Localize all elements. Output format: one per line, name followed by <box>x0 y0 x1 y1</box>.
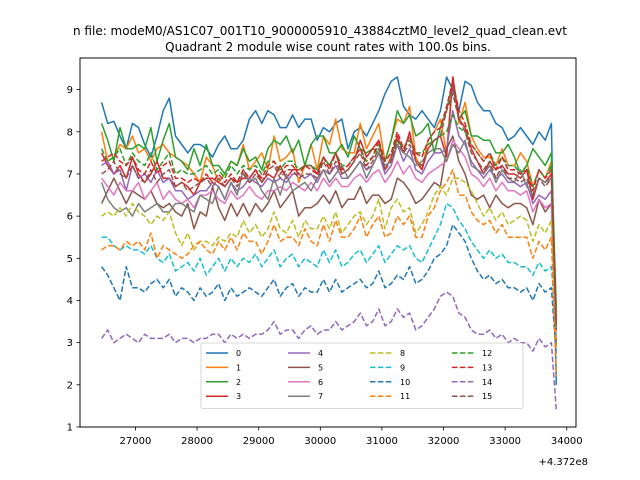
figure-suptitle: n file: modeM0/AS1C07_001T10_9000005910_… <box>73 24 567 38</box>
legend-label-8: 8 <box>400 349 405 358</box>
series-line-10 <box>100 223 558 356</box>
series-line-2 <box>100 80 558 309</box>
y-tick-label: 4 <box>67 296 73 307</box>
x-axis-ticks: 27000 28000 29000 30000 31000 32000 33000 34000 <box>120 427 583 447</box>
legend-label-7: 7 <box>318 392 323 401</box>
y-tick-label: 5 <box>67 254 73 265</box>
legend-label-13: 13 <box>482 363 492 372</box>
x-tick-label: 29000 <box>243 436 275 447</box>
y-tick-label: 8 <box>67 127 73 138</box>
series-line-15 <box>101 93 558 331</box>
series-line-3 <box>100 76 558 322</box>
series-line-8 <box>101 177 558 347</box>
series-layer <box>100 76 558 411</box>
legend-label-3: 3 <box>236 392 241 401</box>
series-line-0 <box>100 76 558 385</box>
y-axis-ticks: 1 2 3 4 5 6 7 8 9 <box>67 85 80 434</box>
legend-label-5: 5 <box>318 363 323 372</box>
legend-label-1: 1 <box>236 363 241 372</box>
x-tick-label: 30000 <box>304 436 336 447</box>
legend-label-6: 6 <box>318 378 323 387</box>
x-tick-label: 27000 <box>120 436 152 447</box>
legend-label-15: 15 <box>482 392 492 401</box>
series-line-12 <box>100 114 558 326</box>
y-tick-label: 2 <box>67 380 73 391</box>
legend-box <box>200 342 524 409</box>
legend-label-2: 2 <box>236 378 241 387</box>
x-tick-label: 33000 <box>489 436 521 447</box>
x-tick-label: 32000 <box>428 436 460 447</box>
series-line-9 <box>101 202 558 331</box>
legend-label-0: 0 <box>236 349 241 358</box>
x-tick-label: 34000 <box>551 436 583 447</box>
y-tick-label: 9 <box>67 85 73 96</box>
legend-label-11: 11 <box>400 392 410 401</box>
legend-label-4: 4 <box>318 349 323 358</box>
x-axis-offset-label: +4.372e8 <box>538 457 588 468</box>
y-tick-label: 3 <box>67 338 73 349</box>
y-tick-label: 6 <box>67 212 73 223</box>
chart-title: Quadrant 2 module wise count rates with … <box>165 40 491 54</box>
series-line-11 <box>101 169 558 377</box>
legend-label-10: 10 <box>400 378 410 387</box>
x-tick-label: 28000 <box>181 436 213 447</box>
legend-label-9: 9 <box>400 363 405 372</box>
series-line-6 <box>100 139 558 339</box>
legend-label-14: 14 <box>482 378 492 387</box>
legend-label-12: 12 <box>482 349 492 358</box>
series-line-13 <box>101 80 558 326</box>
series-line-5 <box>100 135 558 347</box>
axes-spines <box>79 57 577 428</box>
series-line-7 <box>100 139 558 331</box>
series-line-14 <box>100 291 558 411</box>
y-tick-label: 7 <box>67 169 73 180</box>
x-tick-label: 31000 <box>366 436 398 447</box>
y-tick-label: 1 <box>67 423 73 434</box>
